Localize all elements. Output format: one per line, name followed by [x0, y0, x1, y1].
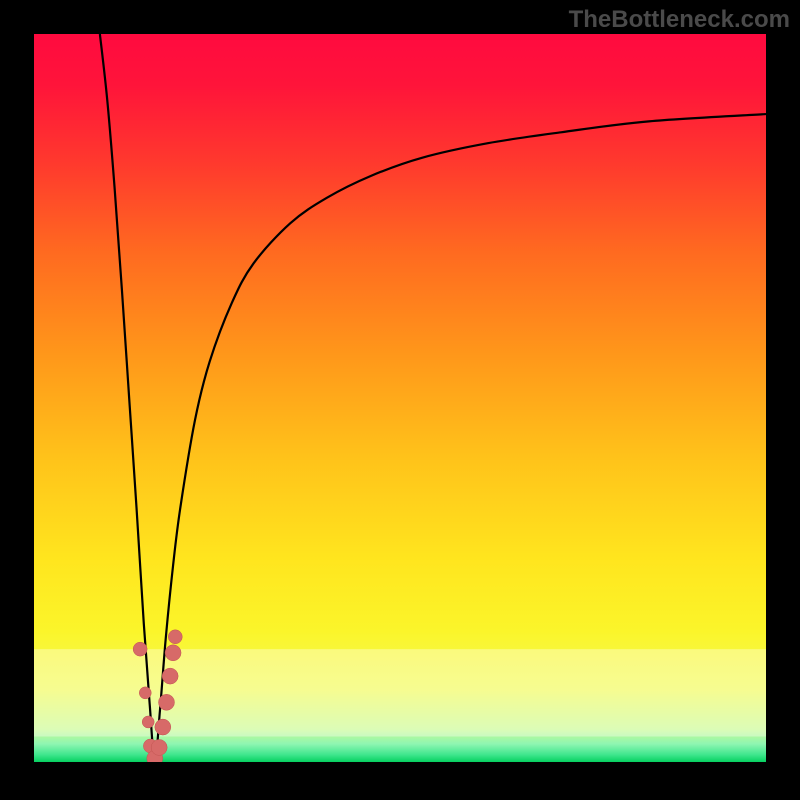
- data-marker: [139, 687, 151, 699]
- bottleneck-chart: [0, 0, 800, 800]
- plot-area: [34, 34, 766, 766]
- data-marker: [155, 719, 171, 735]
- watermark-text: TheBottleneck.com: [569, 6, 790, 34]
- chart-container: TheBottleneck.com: [0, 0, 800, 800]
- data-marker: [133, 642, 147, 656]
- data-marker: [168, 630, 182, 644]
- data-marker: [158, 694, 174, 710]
- data-marker: [142, 716, 154, 728]
- data-marker: [165, 645, 181, 661]
- data-marker: [151, 739, 167, 755]
- data-marker: [162, 668, 178, 684]
